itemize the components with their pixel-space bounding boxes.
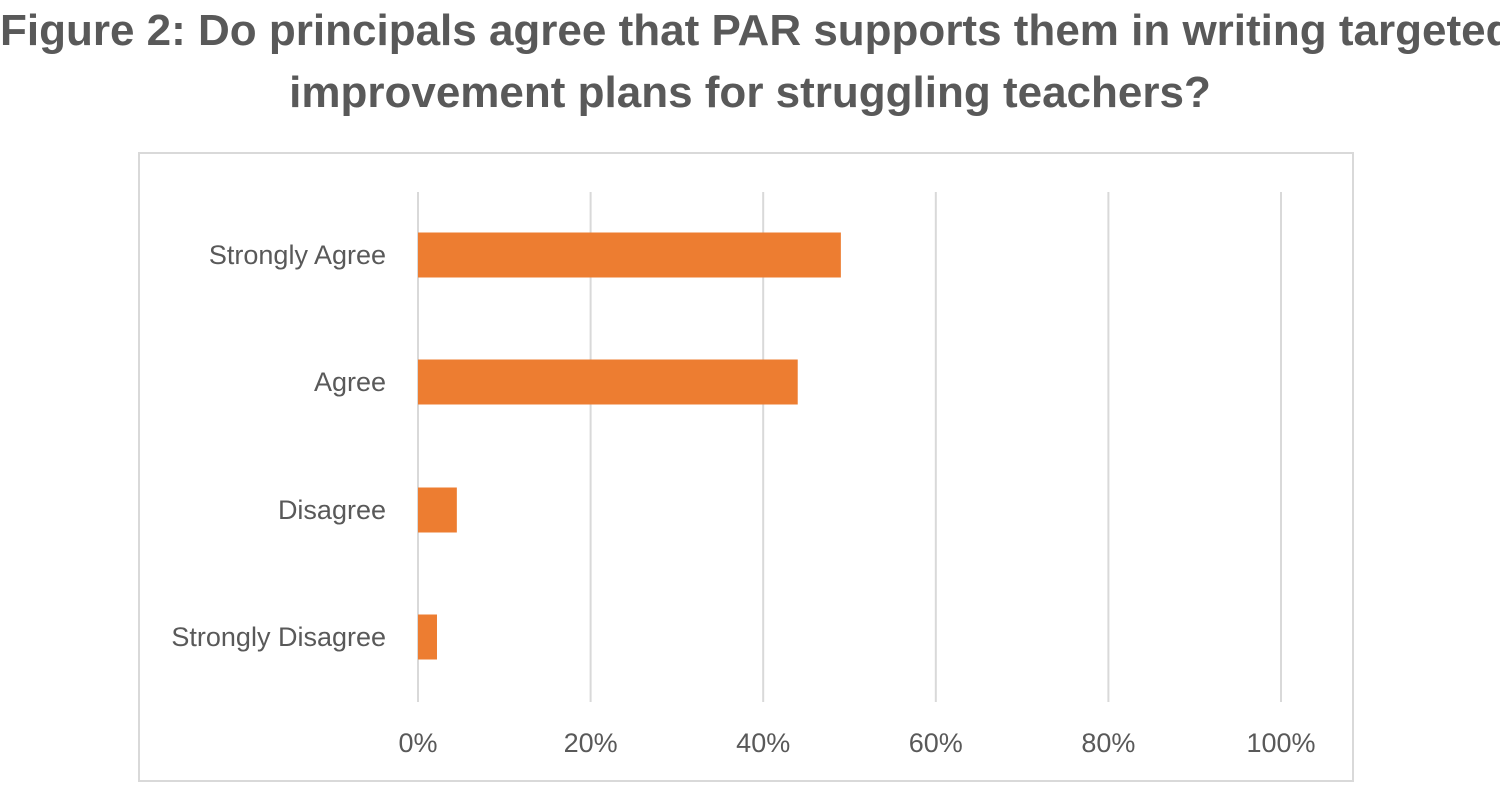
x-tick-label: 40% [736,728,790,758]
x-tick-label: 80% [1081,728,1135,758]
category-label: Agree [314,367,386,397]
category-labels: Strongly Agree Agree Disagree Strongly Disa… [171,240,386,652]
x-tick-label: 60% [909,728,963,758]
bar [418,232,841,278]
category-label: Disagree [278,495,386,525]
chart-title: Figure 2: Do principals agree that PAR s… [0,0,1500,124]
x-tick-label: 100% [1246,728,1315,758]
bar [418,359,798,405]
chart-title-line-1: Figure 2: Do principals agree that PAR s… [0,6,1500,55]
x-tick-label: 0% [398,728,437,758]
category-label: Strongly Agree [209,240,386,270]
bar [418,487,457,533]
chart-title-line-2: improvement plans for struggling teacher… [289,68,1211,117]
bars [418,232,841,660]
x-tick-labels: 0% 20% 40% 60% 80% 100% [398,728,1315,758]
bar [418,614,437,660]
category-label: Strongly Disagree [171,622,386,652]
x-tick-label: 20% [564,728,618,758]
